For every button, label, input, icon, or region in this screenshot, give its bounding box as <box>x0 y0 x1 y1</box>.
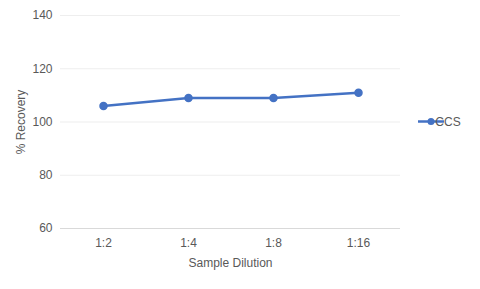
svg-text:CCS: CCS <box>435 115 460 129</box>
svg-text:140: 140 <box>32 8 52 22</box>
svg-text:1:2: 1:2 <box>95 236 112 250</box>
svg-text:1:8: 1:8 <box>265 236 282 250</box>
svg-text:60: 60 <box>39 221 53 235</box>
svg-text:1:4: 1:4 <box>180 236 197 250</box>
svg-text:100: 100 <box>32 115 52 129</box>
svg-text:Sample Dilution: Sample Dilution <box>188 256 272 270</box>
svg-text:120: 120 <box>32 62 52 76</box>
svg-text:% Recovery: % Recovery <box>14 90 28 155</box>
svg-text:1:16: 1:16 <box>347 236 371 250</box>
svg-text:80: 80 <box>39 168 53 182</box>
